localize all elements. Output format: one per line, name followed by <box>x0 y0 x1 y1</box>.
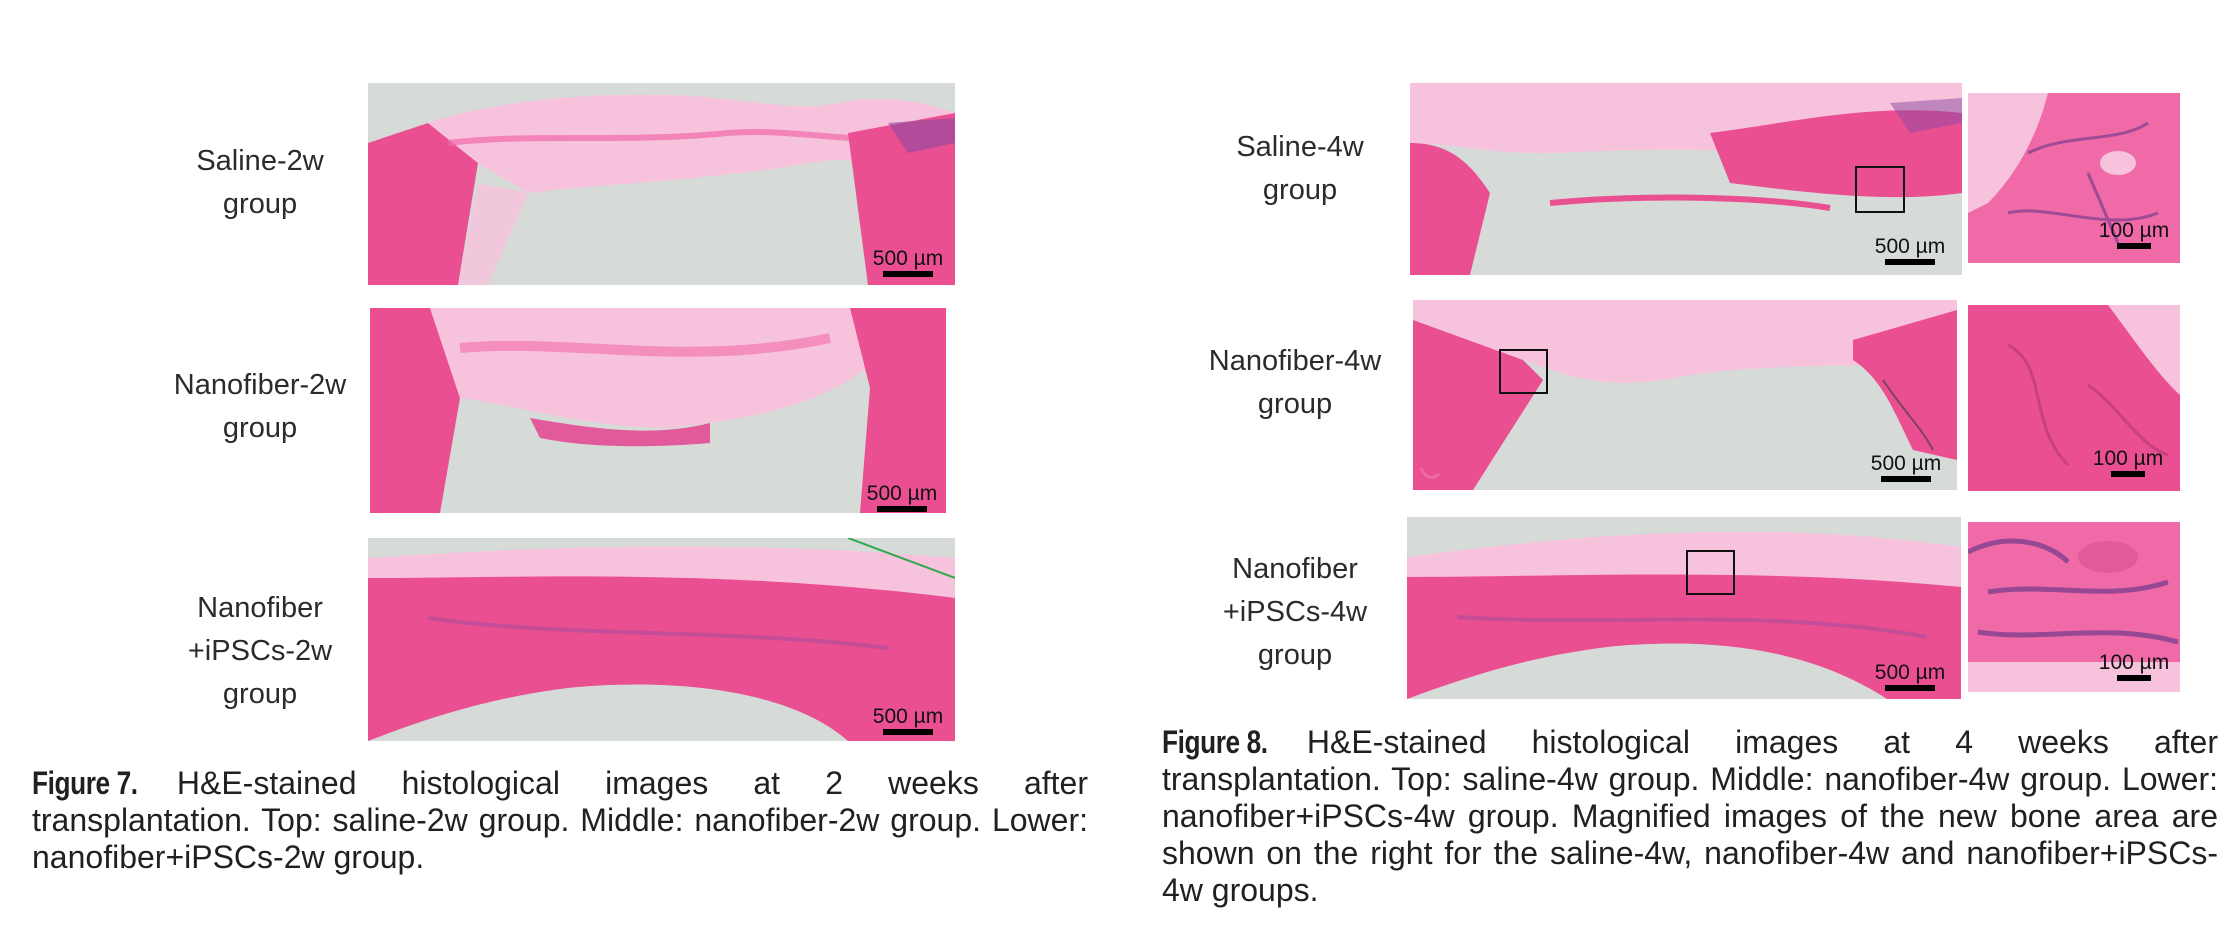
histology-image-nanofiber-2w <box>370 308 946 513</box>
histology-image-nanofiber-ipscs-4w <box>1407 517 1961 699</box>
histology-image-saline-4w <box>1410 83 1962 275</box>
scale-bar-line <box>1881 476 1931 482</box>
histology-image-nanofiber-4w <box>1413 300 1957 490</box>
inset-image-saline-4w <box>1968 93 2180 263</box>
figure-8-caption-text: H&E-stained histological images at 4 wee… <box>1162 724 2218 908</box>
histology-image-saline-2w <box>368 83 955 285</box>
inset-scale-line <box>2111 471 2145 477</box>
scale-bar-saline-2w: 500 µm <box>868 248 948 277</box>
scale-bar-label: 500 µm <box>872 705 944 728</box>
scale-bar-line <box>1885 685 1935 691</box>
magnified-region-box <box>1855 166 1905 213</box>
row-label-nanofiber-ipscs-4w: Nanofiber +iPSCs-4w group <box>1222 552 1368 671</box>
figure-8-caption-label: Figure 8. <box>1162 724 1268 760</box>
row-label-nanofiber-2w: Nanofiber-2w group <box>173 369 347 444</box>
inset-image-nanofiber-4w <box>1968 305 2180 491</box>
row-label-nanofiber-4w: Nanofiber-4w group <box>1208 345 1382 420</box>
row-label-saline-4w: Saline-4w group <box>1236 131 1364 206</box>
scale-bar-label: 500 µm <box>1874 235 1946 258</box>
scale-bar-nanofiber-4w: 500 µm <box>1866 453 1946 482</box>
inset-scale-line <box>2117 675 2151 681</box>
scale-bar-saline-4w: 500 µm <box>1870 236 1950 265</box>
scale-bar-label: 500 µm <box>1874 661 1946 684</box>
scale-bar-line <box>877 506 927 512</box>
magnified-region-box <box>1686 550 1735 595</box>
figure-7-caption-text: H&E-stained histological images at 2 wee… <box>32 765 1088 875</box>
inset-scale-line <box>2117 243 2151 249</box>
scale-bar-nanofiber-2w: 500 µm <box>862 483 942 512</box>
scale-bar-label: 500 µm <box>872 247 944 270</box>
row-label-nanofiber-ipscs-2w: Nanofiber +iPSCs-2w group <box>187 591 333 710</box>
scale-bar-label: 500 µm <box>866 482 938 505</box>
scale-bar-label: 500 µm <box>1870 452 1942 475</box>
inset-scale-label: 100 µm <box>2092 447 2164 470</box>
figure-7-caption: Figure 7. H&E-stained histological images… <box>32 765 1088 876</box>
scale-bar-line <box>883 271 933 277</box>
magnified-region-box <box>1499 349 1548 394</box>
inset-scale-label: 100 µm <box>2098 219 2170 242</box>
inset-scale-label: 100 µm <box>2098 651 2170 674</box>
row-label-saline-2w: Saline-2w group <box>196 145 324 220</box>
histology-image-nanofiber-ipscs-2w <box>368 538 955 741</box>
scale-bar-nanofiber-ipscs-4w: 500 µm <box>1870 662 1950 691</box>
scale-bar-line <box>883 729 933 735</box>
figure-7-caption-label: Figure 7. <box>32 765 138 801</box>
inset-image-nanofiber-ipscs-4w <box>1968 522 2180 692</box>
inset-scale-bar-nanofiber-4w: 100 µm <box>2084 448 2172 477</box>
scale-bar-line <box>1885 259 1935 265</box>
scale-bar-nanofiber-ipscs-2w: 500 µm <box>868 706 948 735</box>
inset-scale-bar-saline-4w: 100 µm <box>2090 220 2178 249</box>
figure-8-caption: Figure 8. H&E-stained histological images… <box>1162 724 2218 909</box>
inset-scale-bar-nanofiber-ipscs-4w: 100 µm <box>2090 652 2178 681</box>
